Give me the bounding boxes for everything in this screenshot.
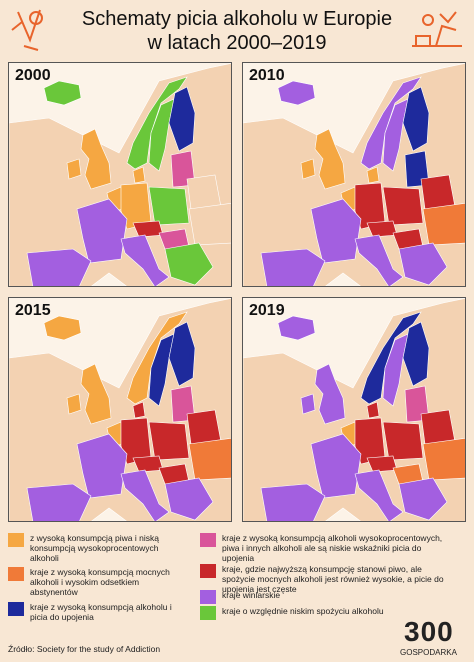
country [26, 483, 92, 521]
country [120, 469, 170, 521]
country [382, 186, 424, 226]
country [398, 477, 448, 521]
country [300, 158, 316, 180]
legend-swatch [200, 533, 216, 547]
country [366, 401, 380, 419]
country [402, 86, 430, 152]
country [260, 483, 326, 521]
logo-number: 300 [404, 616, 454, 647]
header-icons [11, 9, 462, 51]
source: Źródło: Society for the study of Addicti… [8, 644, 161, 654]
country [43, 80, 82, 106]
legend-swatch [8, 533, 24, 547]
country [132, 166, 146, 184]
country [354, 469, 404, 521]
country [66, 158, 82, 180]
country [310, 433, 362, 499]
country [26, 248, 92, 286]
country [402, 321, 430, 387]
map [9, 63, 231, 286]
map [243, 298, 465, 521]
country [354, 234, 404, 286]
country [80, 363, 112, 425]
country [126, 311, 188, 405]
country [277, 80, 316, 106]
country [186, 174, 222, 210]
country [366, 166, 380, 184]
map-year: 2010 [249, 67, 285, 84]
country [66, 393, 82, 415]
country [76, 433, 128, 499]
country [420, 409, 456, 445]
country [186, 409, 222, 445]
country [398, 242, 448, 286]
country [43, 315, 82, 341]
country [314, 363, 346, 425]
map-panel: 2015 [8, 297, 232, 522]
logo-name: GOSPODARKA [400, 648, 457, 657]
subtitle: w latach 2000–2019 [147, 32, 327, 54]
map-year: 2015 [15, 302, 51, 319]
map [243, 63, 465, 286]
country [260, 248, 326, 286]
country [120, 234, 170, 286]
legend-swatch [200, 606, 216, 620]
legend-label: kraje z wysoką konsumpcją alkoholi wysok… [222, 533, 443, 563]
legend-label: kraje, gdzie najwyższą konsumpcję stanow… [222, 564, 444, 594]
country [188, 437, 231, 481]
country [382, 421, 424, 461]
legend-swatch [8, 602, 24, 616]
country [360, 76, 422, 170]
map-panel: 2010 [242, 62, 466, 287]
map-panel: 2019 [242, 297, 466, 522]
legend-swatch [8, 567, 24, 581]
country [164, 477, 214, 521]
legend-swatch [200, 564, 216, 578]
country [126, 76, 188, 170]
country [422, 202, 465, 246]
country [277, 315, 316, 341]
country [168, 321, 196, 387]
map-year: 2000 [15, 67, 51, 84]
country [310, 198, 362, 264]
country [148, 186, 190, 226]
country [132, 401, 146, 419]
country [168, 86, 196, 152]
country [300, 393, 316, 415]
legend-label: kraje z wysoką konsumpcją mocnych alkoho… [30, 567, 170, 597]
country [148, 421, 190, 461]
country [164, 242, 214, 286]
country [314, 128, 346, 190]
country [76, 198, 128, 264]
legend-label: kraje winiarskie [222, 590, 281, 600]
map [9, 298, 231, 521]
map-panel: 2000 [8, 62, 232, 287]
country [420, 174, 456, 210]
country [188, 202, 231, 246]
legend-label: kraje o względnie niskim spożyciu alkoho… [222, 606, 384, 616]
title: Schematy picia alkoholu w Europie [81, 8, 393, 30]
country [422, 437, 465, 481]
legend-label: kraje z wysoką konsumpcją alkoholu i pic… [30, 602, 172, 622]
legend-label: z wysoką konsumpcją piwa i niską konsump… [30, 533, 159, 563]
map-year: 2019 [249, 302, 285, 319]
legend-swatch [200, 590, 216, 604]
country [360, 311, 422, 405]
country [80, 128, 112, 190]
